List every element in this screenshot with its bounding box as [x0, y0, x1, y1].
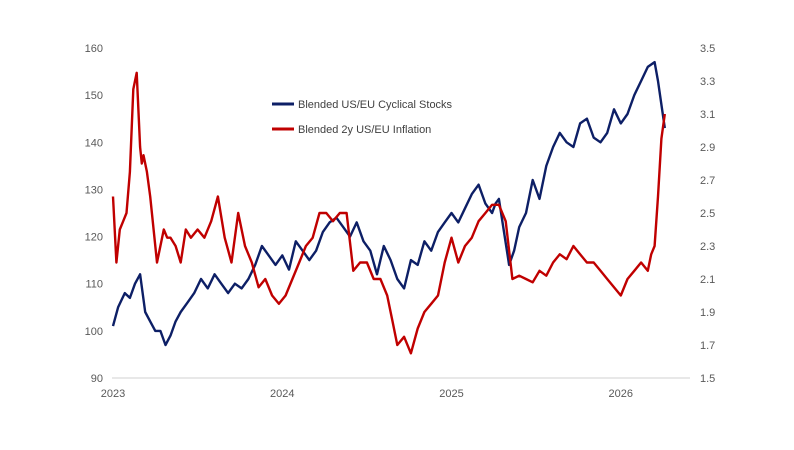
right-tick-label: 2.5 [700, 208, 715, 220]
left-tick-label: 130 [85, 184, 103, 196]
legend-label: Blended 2y US/EU Inflation [298, 124, 431, 136]
right-tick-label: 1.5 [700, 373, 715, 385]
left-tick-label: 150 [85, 90, 103, 102]
x-tick-label: 2023 [101, 388, 125, 400]
left-tick-label: 120 [85, 232, 103, 244]
right-tick-label: 3.5 [700, 43, 715, 55]
right-tick-label: 2.3 [700, 241, 715, 253]
series-lines [111, 60, 666, 355]
x-tick-label: 2026 [609, 388, 633, 400]
left-tick-label: 100 [85, 326, 103, 338]
left-tick-label: 160 [85, 43, 103, 55]
legend-label: Blended US/EU Cyclical Stocks [298, 99, 453, 111]
x-tick-label: 2025 [439, 388, 463, 400]
right-tick-label: 2.1 [700, 274, 715, 286]
left-tick-label: 90 [91, 373, 103, 385]
right-tick-label: 1.7 [700, 340, 715, 352]
legend: Blended US/EU Cyclical Stocks Blended 2y … [272, 99, 453, 136]
x-tick-label: 2024 [270, 388, 294, 400]
right-tick-label: 3.3 [700, 76, 715, 88]
right-y-axis: 1.5 1.7 1.9 2.1 2.3 2.5 2.7 2.9 3.1 3.3 3.5 [700, 43, 715, 385]
series-line-cyclical-stocks [111, 60, 666, 347]
right-tick-label: 3.1 [700, 109, 715, 121]
x-axis: 2023 2024 2025 2026 [101, 388, 633, 400]
right-tick-label: 2.9 [700, 142, 715, 154]
left-tick-label: 140 [85, 137, 103, 149]
left-y-axis: 90 100 110 120 130 140 150 160 [85, 43, 103, 385]
right-tick-label: 1.9 [700, 307, 715, 319]
right-tick-label: 2.7 [700, 175, 715, 187]
left-tick-label: 110 [85, 279, 103, 291]
series-line-inflation [111, 71, 666, 355]
